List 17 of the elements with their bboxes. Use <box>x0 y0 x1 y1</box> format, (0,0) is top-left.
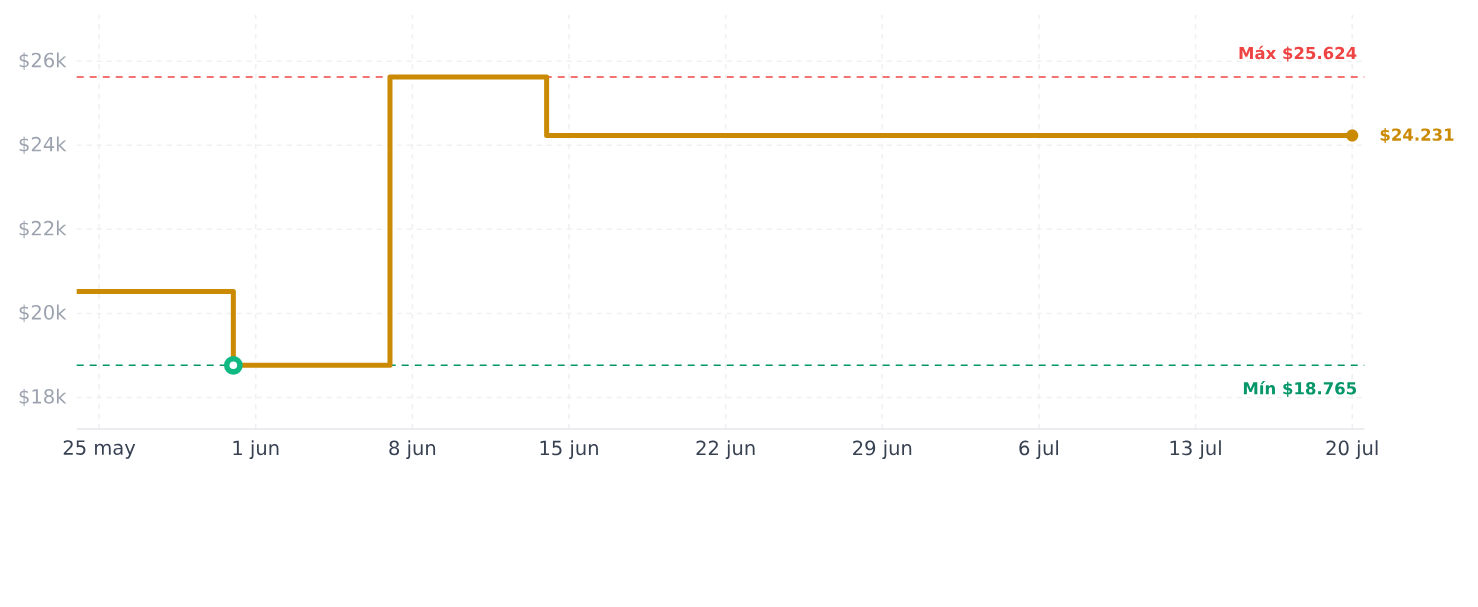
y-tick-label: $18k <box>19 388 67 407</box>
x-tick-label: 8 jun <box>389 440 436 460</box>
x-tick-label: 13 jul <box>1170 440 1221 460</box>
annotation: $24.231 <box>1380 128 1454 144</box>
y-tick-label: $24k <box>19 136 67 155</box>
x-tick-label: 1 jun <box>233 440 279 460</box>
y-tick-label: $22k <box>19 220 67 239</box>
x-tick-label: 6 jul <box>1019 440 1058 460</box>
ref-line-label: Mín $18.765 <box>1243 381 1356 397</box>
x-tick-label: 20 jul <box>1326 440 1378 460</box>
x-tick-label: 15 jun <box>540 440 598 460</box>
x-tick-label: 25 may <box>63 440 136 459</box>
y-tick-label: $20k <box>19 304 67 323</box>
y-tick-label: $26k <box>19 52 67 71</box>
ref-line-label: Máx $25.624 <box>1239 45 1357 62</box>
x-tick-label: 22 jun <box>696 440 755 460</box>
x-tick-label: 29 jun <box>853 440 912 460</box>
